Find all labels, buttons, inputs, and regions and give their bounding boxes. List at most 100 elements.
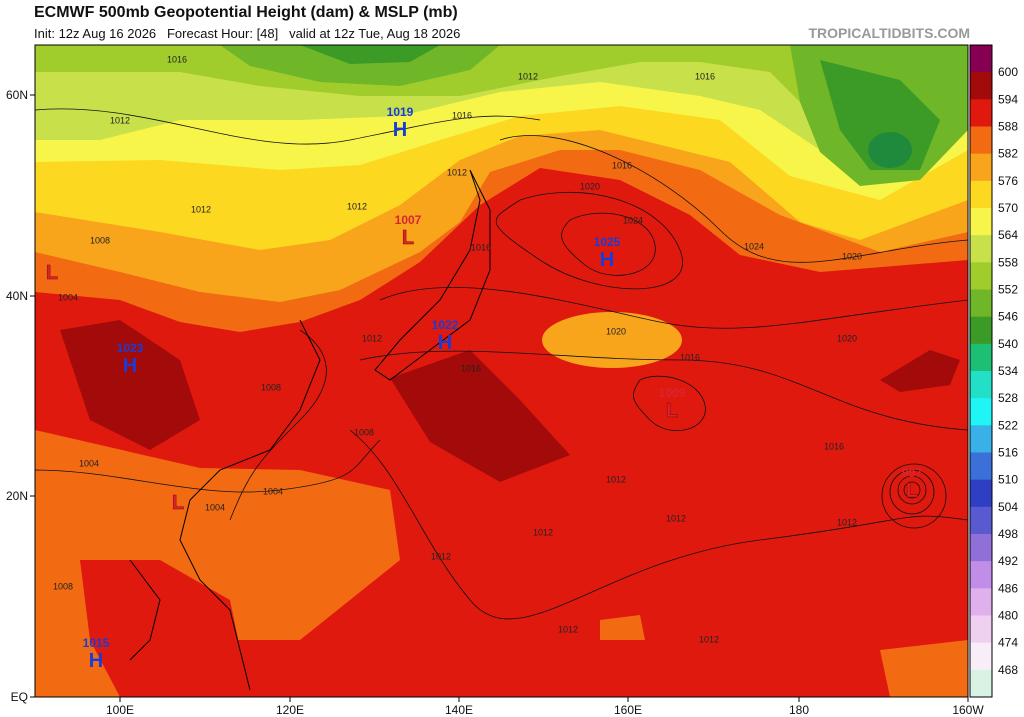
center-value: 1019 <box>387 105 414 119</box>
colorbar-label: 480 <box>998 609 1018 623</box>
contour-label: 1012 <box>699 634 719 644</box>
colorbar-label: 534 <box>998 364 1018 378</box>
contour-label: 1020 <box>837 333 857 343</box>
contour-label: 1012 <box>533 527 553 537</box>
colorbar-label: 576 <box>998 174 1018 188</box>
center-letter: L <box>666 400 678 422</box>
colorbar-label: 594 <box>998 92 1018 106</box>
colorbar-swatch <box>970 506 992 535</box>
center-letter: L <box>172 492 184 514</box>
colorbar-swatch <box>970 343 992 372</box>
center-letter: H <box>123 355 137 377</box>
contour-label: 1012 <box>191 204 211 214</box>
colorbar-label: 474 <box>998 636 1018 650</box>
center-value: 1022 <box>432 318 459 332</box>
contour-label: 1016 <box>680 352 700 362</box>
center-letter: L <box>906 480 918 502</box>
colorbar-swatch <box>970 615 992 644</box>
watermark: TROPICALTIDBITS.COM <box>808 25 970 41</box>
colorbar-swatch <box>970 561 992 589</box>
contour-label: 1024 <box>623 215 643 225</box>
colorbar-label: 492 <box>998 554 1018 568</box>
contour-label: 1012 <box>606 474 626 484</box>
colorbar-label: 558 <box>998 255 1018 269</box>
contour-label: 1012 <box>518 71 538 81</box>
contour-label: 1008 <box>261 382 281 392</box>
contour-label: 1008 <box>53 581 73 591</box>
center-letter: H <box>89 650 103 672</box>
contour-label: 1008 <box>90 235 110 245</box>
colorbar-swatch <box>970 262 992 290</box>
colorbar-label: 582 <box>998 147 1018 161</box>
center-value: 1015 <box>83 636 110 650</box>
contour-label: 1004 <box>79 458 99 468</box>
contour-label: 1004 <box>205 502 225 512</box>
lat-label: 20N <box>6 489 28 503</box>
contour-label: 1012 <box>447 167 467 177</box>
center-value: 1023 <box>117 341 144 355</box>
colorbar-label: 516 <box>998 446 1018 460</box>
colorbar-swatch <box>970 180 992 209</box>
center-value: 1009 <box>659 386 686 400</box>
lon-label: 160W <box>952 703 984 717</box>
colorbar-swatch <box>970 126 992 155</box>
height-field <box>35 45 968 697</box>
contour-label: 1016 <box>824 441 844 451</box>
contour-label: 1020 <box>842 251 862 261</box>
contour-label: 1016 <box>612 160 632 170</box>
colorbar-swatch <box>970 72 992 100</box>
colorbar-label: 540 <box>998 337 1018 351</box>
subtitle: Init: 12z Aug 16 2026 Forecast Hour: [48… <box>34 26 460 41</box>
colorbar-swatch <box>970 669 992 698</box>
colorbar-label: 486 <box>998 581 1018 595</box>
center-letter: H <box>600 249 614 271</box>
colorbar-label: 570 <box>998 201 1018 215</box>
center-value: 997 <box>902 466 922 480</box>
contour-label: 1012 <box>110 115 130 125</box>
colorbar-swatch <box>970 235 992 263</box>
colorbar-swatch <box>970 153 992 182</box>
colorbar-swatch <box>970 534 992 562</box>
contour-label: 1012 <box>347 201 367 211</box>
contour-label: 1016 <box>167 54 187 64</box>
center-letter: L <box>46 262 58 284</box>
contour-label: 1004 <box>58 292 78 302</box>
colorbar-swatch <box>970 479 992 508</box>
colorbar-swatch <box>970 398 992 426</box>
center-letter: L <box>402 227 414 249</box>
colorbar-swatch <box>970 289 992 318</box>
contour-label: 1012 <box>362 333 382 343</box>
colorbar-frame <box>969 44 993 698</box>
lat-label: 40N <box>6 289 28 303</box>
colorbar-swatch <box>970 588 992 616</box>
center-value: 1025 <box>594 235 621 249</box>
colorbar-label: 528 <box>998 391 1018 405</box>
center-letter: H <box>438 332 452 354</box>
colorbar-swatch <box>970 208 992 236</box>
contour-label: 1020 <box>580 181 600 191</box>
colorbar-swatch <box>970 99 992 127</box>
dynamic-layer: 600 594 588 582 576 570 564 558 552 546 540 534 528 5… <box>6 44 1018 717</box>
colorbar-label: 564 <box>998 228 1018 242</box>
contour-label: 1012 <box>558 624 578 634</box>
colorbar-swatch <box>970 371 992 399</box>
colorbar-label: 510 <box>998 473 1018 487</box>
colorbar-label: 546 <box>998 310 1018 324</box>
contour-label: 1008 <box>354 427 374 437</box>
lat-label: 60N <box>6 88 28 102</box>
center-letter: H <box>393 119 407 141</box>
colorbar-label: 600 <box>998 65 1018 79</box>
colorbar-label: 498 <box>998 527 1018 541</box>
contour-label: 1020 <box>606 326 626 336</box>
lat-label: EQ <box>11 690 28 704</box>
contour-label: 1024 <box>744 241 764 251</box>
lon-label: 120E <box>276 703 304 717</box>
contour-label: 1016 <box>695 71 715 81</box>
colorbar-swatch <box>970 316 992 345</box>
contour-label: 1016 <box>452 110 472 120</box>
colorbar-swatch <box>970 452 992 481</box>
colorbar-label: 588 <box>998 120 1018 134</box>
contour-label: 1016 <box>461 363 481 373</box>
title: ECMWF 500mb Geopotential Height (dam) & … <box>34 4 458 21</box>
contour-label: 1012 <box>431 551 451 561</box>
